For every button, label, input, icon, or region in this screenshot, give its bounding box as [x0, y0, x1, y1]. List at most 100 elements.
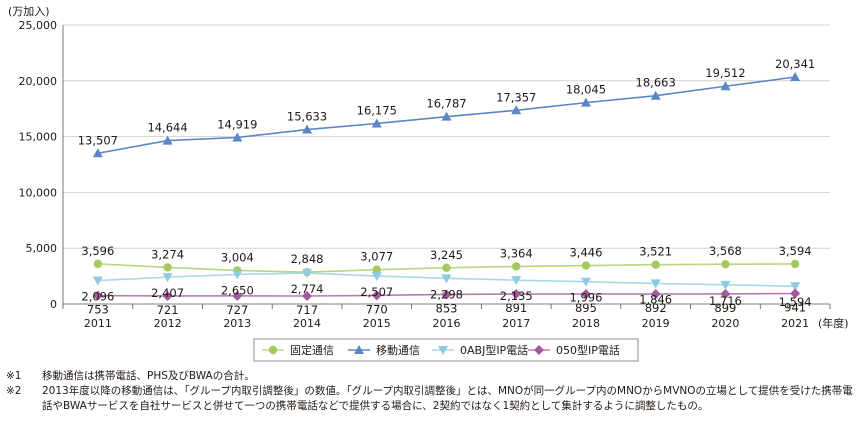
point-marker — [93, 259, 103, 269]
footnotes: ※1 移動通信は携帯電話、PHS及びBWAの合計。 ※2 2013年度以降の移動… — [6, 369, 858, 414]
data-label: 19,512 — [705, 66, 745, 80]
point-marker — [438, 346, 448, 355]
data-label: 721 — [157, 303, 179, 317]
point-marker — [232, 290, 243, 301]
point-marker — [650, 289, 661, 300]
x-tick-label: 2017 — [502, 317, 530, 330]
point-marker — [92, 290, 103, 301]
x-tick-labels: 2011 2012 2013 2014 2015 2016 2017 2018 2019 2020… — [84, 317, 809, 330]
point-marker — [162, 135, 173, 145]
legend-label: 0ABJ型IP電話 — [460, 343, 528, 357]
data-label: 20,341 — [775, 57, 815, 71]
footnote-mark: ※2 — [6, 385, 22, 397]
data-label: 2,650 — [221, 283, 254, 297]
footnote-text: 2013年度以降の移動通信は、「グループ内取引調整後」の数値。「グループ内取引調… — [42, 385, 853, 412]
point-marker — [302, 124, 313, 134]
point-marker — [162, 273, 173, 283]
data-label: 891 — [505, 301, 527, 315]
point-marker — [232, 132, 243, 142]
data-label: 2,848 — [291, 252, 324, 266]
data-label: 3,596 — [81, 244, 114, 258]
point-marker — [580, 277, 591, 287]
series-1 — [93, 259, 800, 277]
point-marker — [302, 290, 313, 301]
point-marker — [720, 288, 731, 299]
data-label: 1,716 — [709, 294, 742, 308]
x-tick-label: 2018 — [572, 317, 600, 330]
series-layer: 3,596 3,274 3,004 2,848 3,077 3,245 3,364 3,446… — [78, 57, 816, 317]
data-label: 1,594 — [779, 295, 812, 309]
data-label: 3,245 — [430, 248, 463, 262]
point-marker — [92, 148, 103, 158]
x-tick-label: 2015 — [363, 317, 391, 330]
data-label: 18,045 — [566, 83, 606, 97]
x-unit-label: (年度) — [818, 316, 849, 330]
point-marker — [511, 105, 522, 115]
x-tick-label: 2013 — [223, 317, 251, 330]
data-label: 753 — [87, 303, 109, 317]
point-marker — [371, 118, 382, 128]
legend-item: 0ABJ型IP電話 — [432, 343, 528, 357]
point-marker — [720, 280, 731, 290]
x-tick-label: 2012 — [154, 317, 182, 330]
point-marker — [720, 81, 731, 91]
data-label: 18,663 — [636, 76, 676, 90]
footnote-text: 移動通信は携帯電話、PHS及びBWAの合計。 — [42, 370, 255, 382]
point-marker — [511, 289, 522, 300]
point-marker — [442, 263, 451, 272]
data-label: 941 — [784, 300, 806, 314]
data-label: 717 — [296, 303, 318, 317]
point-marker — [534, 345, 544, 355]
data-label: 853 — [436, 301, 458, 315]
line-chart: (万加入) 0 5,000 10,000 15,000 20,000 25,000 201… — [8, 5, 849, 362]
point-marker — [372, 265, 381, 274]
footnote-mark: ※1 — [6, 370, 22, 382]
point-marker — [163, 263, 172, 272]
x-tick-label: 2020 — [711, 317, 739, 330]
point-marker — [162, 290, 173, 301]
series-2 — [92, 71, 801, 158]
data-label: 2,096 — [81, 290, 114, 304]
point-marker — [581, 261, 591, 270]
data-label: 3,594 — [779, 244, 812, 258]
point-marker — [354, 345, 364, 354]
data-label: 899 — [714, 301, 736, 315]
legend-label: 050型IP電話 — [556, 343, 620, 357]
point-marker — [302, 269, 313, 279]
data-label: 895 — [575, 301, 597, 315]
data-label: 3,364 — [500, 246, 533, 260]
point-marker — [441, 289, 452, 300]
point-marker — [268, 345, 278, 355]
series-4 — [92, 288, 801, 301]
legend-label: 移動通信 — [376, 343, 420, 357]
data-label: 14,919 — [217, 118, 257, 132]
data-label: 2,774 — [291, 282, 324, 296]
point-marker — [441, 274, 452, 284]
grid-lines — [63, 24, 830, 249]
point-marker — [371, 290, 382, 301]
data-label: 16,175 — [357, 103, 397, 117]
y-tick-label: 15,000 — [19, 131, 58, 144]
footnote: ※2 2013年度以降の移動通信は、「グループ内取引調整後」の数値。「グループ内… — [6, 384, 858, 414]
data-label: 13,507 — [78, 133, 118, 147]
data-label: 3,274 — [151, 247, 184, 261]
data-label: 892 — [645, 301, 667, 315]
x-tick-label: 2021 — [781, 317, 809, 330]
x-tick-label: 2016 — [433, 317, 461, 330]
data-label: 727 — [226, 303, 248, 317]
point-marker — [371, 272, 382, 282]
data-label: 15,633 — [287, 110, 327, 124]
legend-item: 移動通信 — [348, 343, 420, 357]
x-tick-label: 2011 — [84, 317, 112, 330]
data-label: 3,446 — [569, 246, 602, 260]
axes — [62, 25, 831, 309]
point-marker — [650, 90, 661, 100]
y-tick-label: 0 — [50, 298, 57, 311]
data-label: 1,996 — [569, 291, 602, 305]
point-marker — [580, 97, 591, 107]
point-marker — [580, 289, 591, 300]
data-label: 2,407 — [151, 286, 184, 300]
data-label: 3,521 — [639, 245, 672, 259]
y-tick-label: 20,000 — [19, 75, 58, 88]
data-label: 16,787 — [426, 97, 466, 111]
